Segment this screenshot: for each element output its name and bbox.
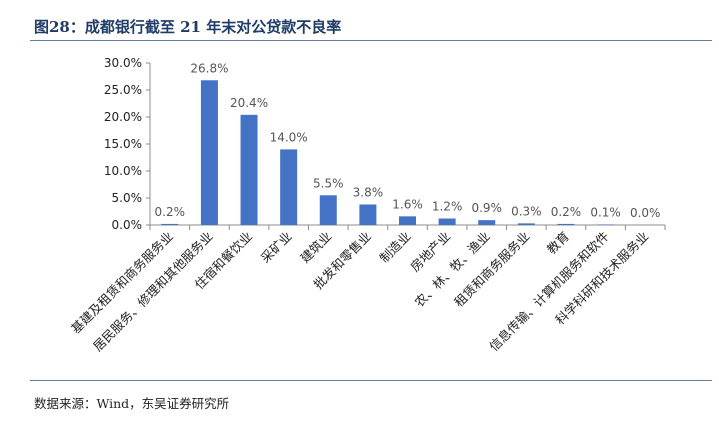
chart-title: 图28：成都银行截至 21 年末对公贷款不良率 [34, 18, 342, 36]
y-tick-label: 20.0% [104, 110, 142, 124]
x-tick-label: 建筑业 [297, 229, 334, 266]
bar [438, 218, 456, 225]
x-tick-label: 教育 [544, 229, 572, 257]
bar [240, 114, 258, 225]
source-note: 数据来源：Wind，东吴证券研究所 [34, 396, 230, 411]
bar [359, 204, 377, 225]
data-label: 0.3% [511, 204, 542, 218]
data-label: 1.6% [392, 197, 423, 211]
bar [200, 80, 218, 225]
y-tick-label: 0.0% [112, 218, 143, 232]
data-label: 14.0% [270, 130, 308, 144]
data-label: 0.2% [551, 205, 582, 219]
bar [319, 195, 337, 225]
y-tick-label: 15.0% [104, 137, 142, 151]
y-tick-label: 5.0% [112, 191, 143, 205]
x-tick-label: 租赁和商务服务业 [451, 229, 532, 310]
data-label: 0.2% [155, 205, 186, 219]
data-label: 0.1% [590, 205, 621, 219]
bar [517, 223, 535, 225]
x-tick-label: 采矿业 [258, 229, 295, 266]
x-tick-label: 制造业 [376, 229, 413, 266]
y-tick-label: 25.0% [104, 83, 142, 97]
y-tick-label: 30.0% [104, 56, 142, 70]
data-label: 1.2% [432, 200, 463, 214]
bar [280, 149, 298, 225]
data-label: 3.8% [353, 185, 384, 199]
bar [557, 223, 575, 225]
bar [399, 216, 416, 225]
data-label: 0.9% [471, 201, 502, 215]
source-bar: 数据来源：Wind，东吴证券研究所 [30, 380, 712, 421]
data-label: 20.4% [230, 96, 268, 110]
data-label: 26.8% [190, 61, 228, 75]
bar-chart: 0.0%5.0%10.0%15.0%20.0%25.0%30.0%0.2%基建及… [68, 56, 666, 354]
data-label: 0.0% [630, 206, 661, 220]
data-label: 5.5% [313, 176, 344, 190]
title-bar: 图28：成都银行截至 21 年末对公贷款不良率 [30, 6, 712, 41]
bar [161, 223, 179, 225]
bar [597, 224, 615, 225]
bar [478, 220, 496, 225]
y-tick-label: 10.0% [104, 164, 142, 178]
